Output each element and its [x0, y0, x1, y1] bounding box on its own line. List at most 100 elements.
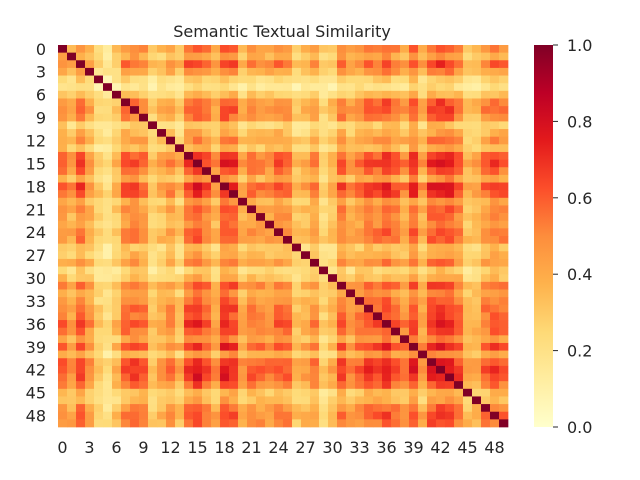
heatmap-cell	[409, 228, 419, 237]
heatmap-cell	[112, 381, 122, 390]
heatmap-cell	[193, 274, 203, 283]
heatmap-cell	[436, 228, 446, 237]
heatmap-cell	[355, 297, 365, 306]
heatmap-cell	[481, 381, 491, 390]
heatmap-cell	[265, 342, 275, 351]
heatmap-cell	[328, 327, 338, 336]
heatmap-cell	[463, 113, 473, 122]
heatmap-cell	[166, 251, 176, 260]
heatmap-cell	[301, 83, 311, 92]
heatmap-cell	[274, 373, 284, 382]
heatmap-cell	[292, 205, 302, 214]
heatmap-cell	[283, 335, 293, 344]
heatmap-cell	[139, 381, 149, 390]
heatmap-cell	[193, 388, 203, 397]
heatmap-cell	[409, 274, 419, 283]
heatmap-cell	[148, 327, 158, 336]
heatmap-cell	[112, 312, 122, 321]
heatmap-cell	[283, 159, 293, 168]
heatmap-cell	[328, 312, 338, 321]
heatmap-cell	[166, 190, 176, 199]
heatmap-cell	[454, 228, 464, 237]
heatmap-cell	[472, 274, 482, 283]
heatmap-cell	[166, 60, 176, 69]
heatmap-cell	[220, 121, 230, 130]
heatmap-cell	[220, 404, 230, 413]
heatmap-cell	[436, 98, 446, 107]
heatmap-cell	[175, 258, 185, 267]
heatmap-cell	[274, 312, 284, 321]
heatmap-cell	[220, 327, 230, 336]
heatmap-cell	[166, 411, 176, 420]
heatmap-cell	[265, 197, 275, 206]
heatmap-cell	[58, 342, 68, 351]
heatmap-cell	[427, 144, 437, 153]
heatmap-cell	[427, 304, 437, 313]
heatmap-cell	[139, 90, 149, 99]
heatmap-cell	[211, 67, 221, 76]
heatmap-cell	[445, 75, 455, 84]
heatmap-cell	[310, 220, 320, 229]
heatmap-cell	[409, 182, 419, 191]
heatmap-cell	[130, 159, 140, 168]
heatmap-cell	[481, 365, 491, 374]
heatmap-cell	[130, 106, 140, 115]
x-tick-label: 39	[403, 438, 423, 457]
heatmap-cell	[499, 243, 509, 252]
heatmap-cell	[274, 167, 284, 176]
heatmap-cell	[220, 98, 230, 107]
heatmap-cell	[301, 304, 311, 313]
heatmap-cell	[193, 205, 203, 214]
heatmap-cell	[238, 190, 248, 199]
colorbar-tick-label: 0.8	[567, 112, 592, 131]
heatmap-cell	[103, 258, 113, 267]
heatmap-cell	[400, 251, 410, 260]
heatmap-cell	[328, 60, 338, 69]
heatmap-cell	[256, 98, 266, 107]
heatmap-cell	[355, 220, 365, 229]
heatmap-cell	[256, 251, 266, 260]
heatmap-cell	[292, 243, 302, 252]
x-tick-label: 3	[84, 438, 94, 457]
heatmap-cell	[373, 174, 383, 183]
heatmap-cell	[274, 365, 284, 374]
heatmap-cell	[409, 220, 419, 229]
heatmap-cell	[346, 167, 356, 176]
heatmap-cell	[256, 151, 266, 160]
heatmap-cell	[319, 327, 329, 336]
heatmap-cell	[373, 396, 383, 405]
heatmap-cell	[364, 236, 374, 244]
heatmap-cell	[445, 251, 455, 260]
heatmap-cell	[382, 419, 392, 428]
heatmap-cell	[112, 365, 122, 374]
heatmap-cell	[463, 396, 473, 405]
heatmap-cell	[121, 52, 131, 61]
heatmap-cell	[130, 45, 140, 53]
heatmap-cell	[67, 404, 77, 413]
heatmap-cell	[58, 281, 68, 290]
heatmap-cell	[382, 411, 392, 420]
heatmap-cell	[472, 182, 482, 191]
heatmap-cell	[337, 205, 347, 214]
colorbar-tick-label: 1.0	[567, 36, 592, 55]
heatmap-cell	[391, 281, 401, 290]
heatmap-cell	[292, 373, 302, 382]
heatmap-cell	[121, 136, 131, 145]
heatmap-cell	[103, 60, 113, 69]
heatmap-cell	[292, 350, 302, 359]
heatmap-cell	[76, 297, 86, 306]
heatmap-cell	[67, 358, 77, 367]
heatmap-cell	[58, 228, 68, 237]
heatmap-cell	[463, 106, 473, 115]
heatmap-cell	[382, 121, 392, 130]
heatmap-cell	[400, 45, 410, 53]
heatmap-cell	[139, 258, 149, 267]
heatmap-cell	[67, 159, 77, 168]
heatmap-cell	[211, 228, 221, 237]
heatmap-cell	[139, 75, 149, 84]
heatmap-cell	[346, 297, 356, 306]
heatmap-cell	[364, 396, 374, 405]
heatmap-cell	[220, 205, 230, 214]
heatmap-cell	[364, 197, 374, 206]
